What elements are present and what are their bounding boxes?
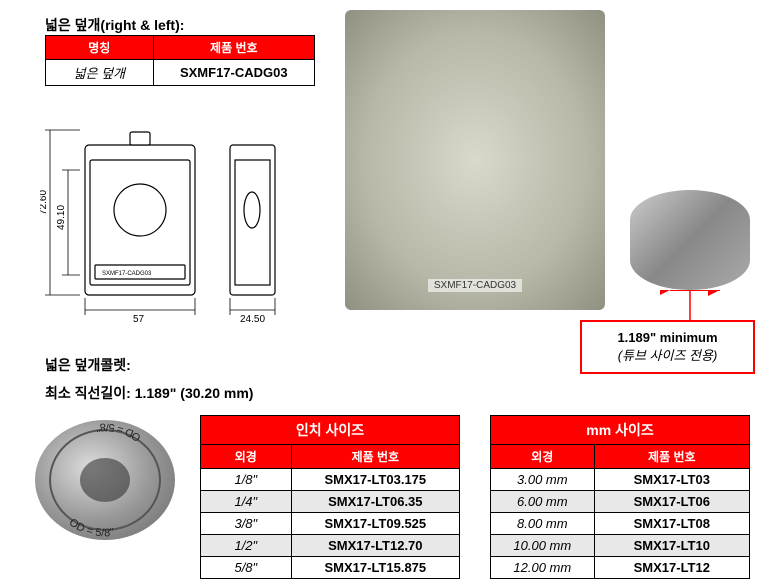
- mm-table: mm 사이즈 외경 제품 번호 3.00 mmSMX17-LT03 6.00 m…: [490, 415, 750, 579]
- mm-cell: 3.00 mm: [491, 469, 595, 491]
- mm-cell: 8.00 mm: [491, 513, 595, 535]
- mm-cell: SMX17-LT10: [594, 535, 749, 557]
- inch-cell: 1/8": [201, 469, 292, 491]
- technical-drawing: 72.60 49.10 SXMF17-CADG03 57 24.50: [40, 120, 300, 330]
- collet-title: 넓은 덮개콜렛:: [45, 355, 253, 375]
- mm-cell: 12.00 mm: [491, 557, 595, 579]
- render-bushing-image: [630, 190, 750, 290]
- top-header-name: 명칭: [46, 36, 154, 60]
- callout-line1: 1.189" minimum: [590, 330, 745, 345]
- mm-cell: SMX17-LT08: [594, 513, 749, 535]
- inch-cell: 3/8": [201, 513, 292, 535]
- dim-w-front: 57: [133, 314, 145, 325]
- inch-table: 인치 사이즈 외경 제품 번호 1/8"SMX17-LT03.175 1/4"S…: [200, 415, 460, 579]
- top-row-name: 넓은 덮개: [46, 60, 154, 86]
- top-table: 명칭 제품 번호 넓은 덮개 SXMF17-CADG03: [45, 35, 315, 86]
- callout-line2: (튜브 사이즈 전용): [590, 345, 745, 364]
- inch-cell: SMX17-LT09.525: [291, 513, 459, 535]
- collet-subtitle: 최소 직선길이: 1.189" (30.20 mm): [45, 383, 253, 403]
- render-main-image: SXMF17-CADG03: [345, 10, 605, 310]
- inch-cell: SMX17-LT12.70: [291, 535, 459, 557]
- top-section-title: 넓은 덮개(right & left):: [45, 15, 184, 35]
- inch-header-part: 제품 번호: [291, 445, 459, 469]
- mm-cell: SMX17-LT06: [594, 491, 749, 513]
- inch-cell: 1/2": [201, 535, 292, 557]
- mm-cell: SMX17-LT12: [594, 557, 749, 579]
- drawing-part-label: SXMF17-CADG03: [102, 271, 152, 277]
- svg-text:OD = 5/8": OD = 5/8": [95, 421, 143, 444]
- dim-w-side: 24.50: [240, 314, 265, 325]
- mm-cell: 10.00 mm: [491, 535, 595, 557]
- mm-cell: SMX17-LT03: [594, 469, 749, 491]
- inch-cell: SMX17-LT15.875: [291, 557, 459, 579]
- top-header-part: 제품 번호: [153, 36, 314, 60]
- dim-h-inner: 49.10: [56, 205, 67, 230]
- mm-header-part: 제품 번호: [594, 445, 749, 469]
- collet-image: OD = 5/8" OD = 5/8": [35, 420, 175, 540]
- inch-title: 인치 사이즈: [201, 416, 460, 445]
- top-row-part: SXMF17-CADG03: [153, 60, 314, 86]
- inch-header-od: 외경: [201, 445, 292, 469]
- svg-text:OD = 5/8": OD = 5/8": [67, 516, 115, 539]
- render-label: SXMF17-CADG03: [428, 279, 522, 292]
- dim-h-total: 72.60: [40, 190, 49, 215]
- mm-cell: 6.00 mm: [491, 491, 595, 513]
- callout-arrow: [660, 290, 720, 320]
- callout-box: 1.189" minimum (튜브 사이즈 전용): [580, 320, 755, 374]
- mm-title: mm 사이즈: [491, 416, 750, 445]
- inch-cell: SMX17-LT06.35: [291, 491, 459, 513]
- mm-header-od: 외경: [491, 445, 595, 469]
- inch-cell: 5/8": [201, 557, 292, 579]
- inch-cell: SMX17-LT03.175: [291, 469, 459, 491]
- inch-cell: 1/4": [201, 491, 292, 513]
